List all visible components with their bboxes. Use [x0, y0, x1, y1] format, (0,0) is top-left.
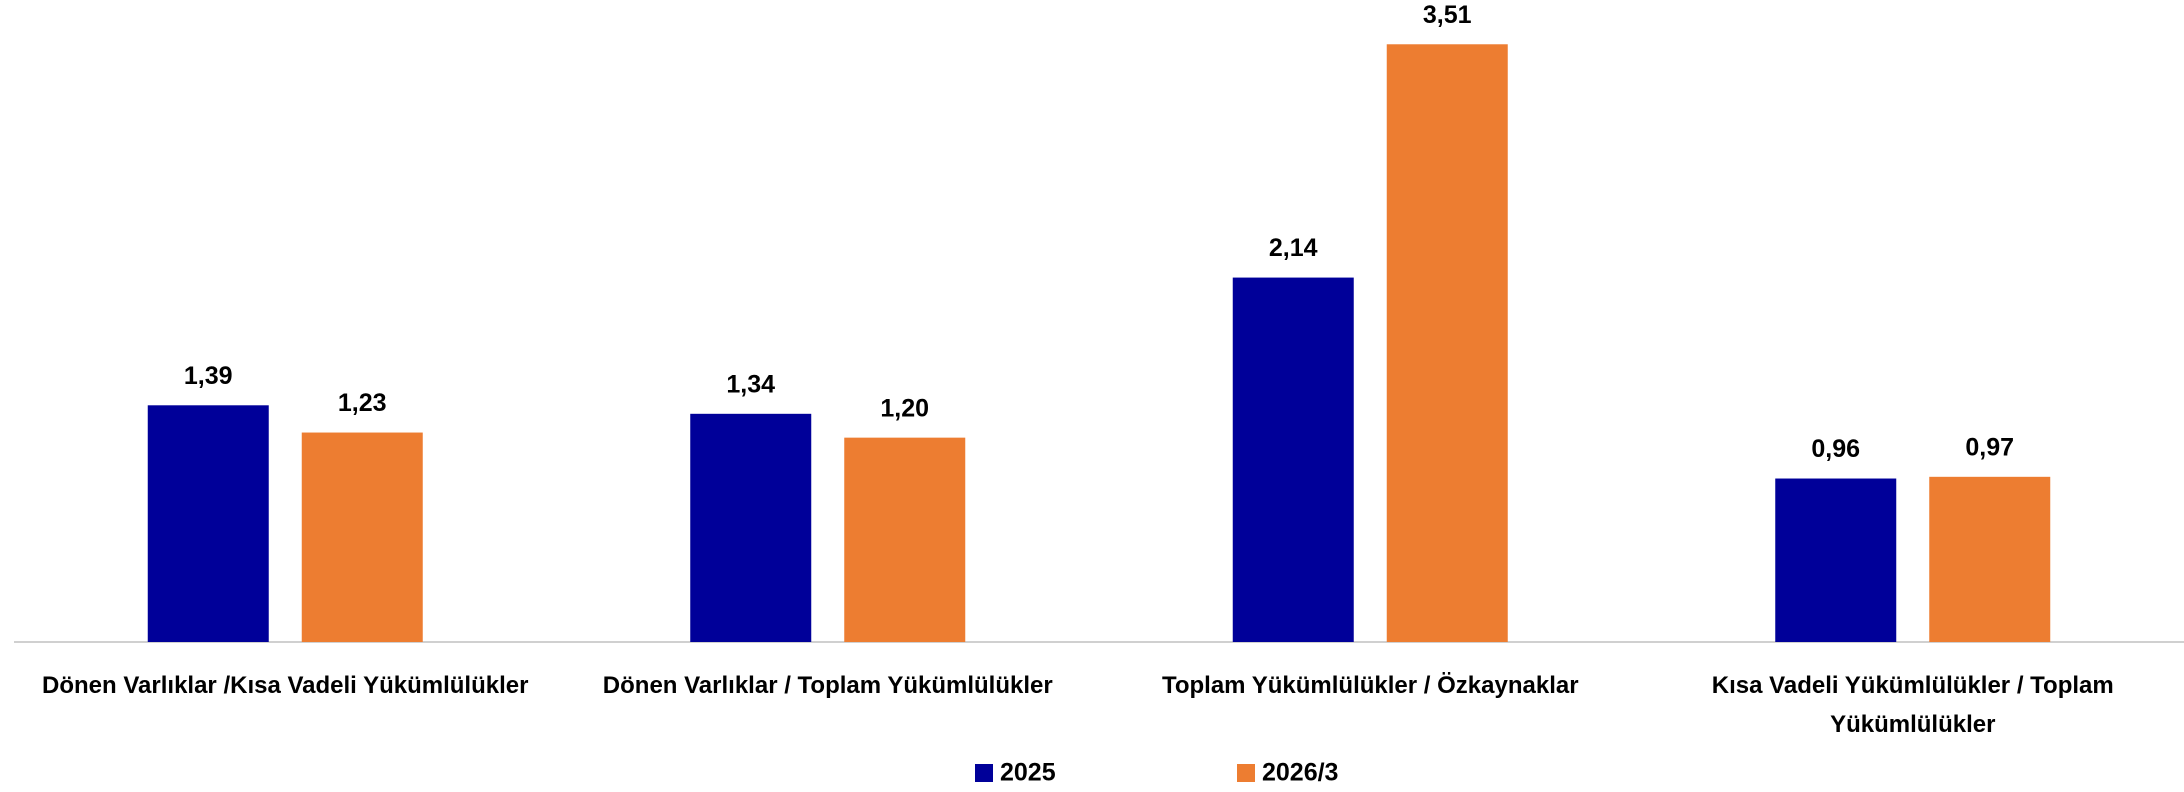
data-label: 1,34 [726, 370, 775, 398]
x-tick-label: Toplam Yükümlülükler / Özkaynaklar [1161, 672, 1579, 699]
legend-swatch [1237, 764, 1255, 782]
data-label: 3,51 [1423, 1, 1472, 29]
bar [844, 437, 966, 642]
legend-label: 2026/3 [1262, 759, 1338, 787]
x-tick-label: Dönen Varlıklar /Kısa Vadeli Yükümlülükl… [42, 672, 529, 699]
legend-swatch [975, 764, 993, 782]
bar [1232, 277, 1354, 642]
data-label: 1,23 [338, 389, 387, 417]
bar [1929, 476, 2051, 642]
data-label: 0,97 [1965, 433, 2014, 461]
data-label: 2,14 [1269, 234, 1318, 262]
bar [690, 413, 812, 642]
bar [1386, 44, 1508, 642]
data-label: 0,96 [1811, 435, 1860, 463]
bar [1775, 478, 1897, 642]
bar [301, 432, 423, 642]
data-label: 1,20 [880, 394, 929, 422]
legend-label: 2025 [1000, 759, 1056, 787]
x-tick-label: Dönen Varlıklar / Toplam Yükümlülükler [602, 672, 1053, 699]
bar [147, 405, 269, 642]
data-label: 1,39 [184, 362, 233, 390]
x-tick-label: Kısa Vadeli Yükümlülükler / Toplam Yüküm… [1711, 672, 2114, 738]
